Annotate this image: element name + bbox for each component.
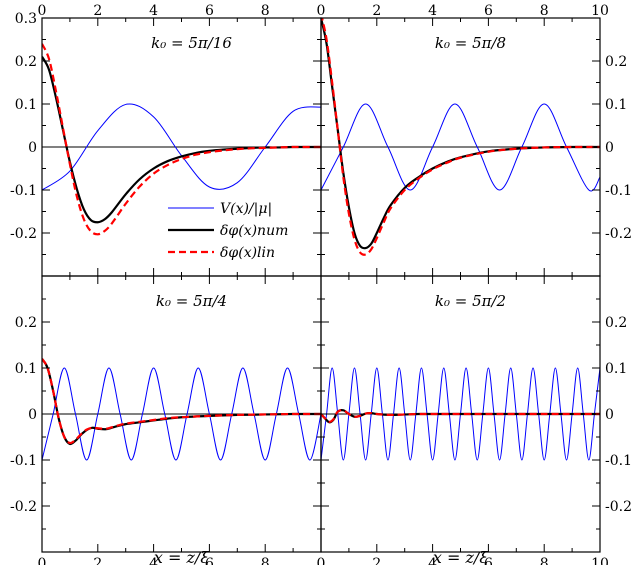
series-line-potential	[321, 103, 600, 192]
y-tick-label: 0.1	[605, 361, 627, 377]
series-line-linear	[42, 43, 321, 236]
x-tick-label: 8	[261, 556, 270, 565]
y-tick-label: 0	[605, 140, 614, 156]
y-tick-label: 0.1	[15, 361, 37, 377]
legend-label: δφ(x)lin	[220, 245, 275, 261]
x-tick-label: 6	[205, 556, 214, 565]
legend-label: δφ(x)num	[220, 223, 288, 239]
x-tick-label: 4	[428, 556, 437, 565]
y-tick-label: 0	[28, 140, 37, 156]
y-tick-label: -0.2	[605, 226, 632, 242]
y-tick-label: 0.2	[605, 54, 627, 70]
x-tick-label: 6	[484, 556, 493, 565]
x-tick-label: 0	[38, 556, 47, 565]
series-line-potential	[42, 367, 321, 461]
y-tick-label: -0.2	[10, 226, 37, 242]
x-tick-label: 2	[372, 3, 381, 19]
x-tick-label: 2	[93, 3, 102, 19]
y-tick-label: 0.2	[15, 54, 37, 70]
x-tick-label: 4	[428, 3, 437, 19]
series-line-numeric	[321, 18, 600, 250]
x-tick-label: 6	[205, 3, 214, 19]
x-tick-label: 0	[317, 556, 326, 565]
y-tick-label: -0.1	[10, 183, 37, 199]
y-tick-label: 0.2	[15, 315, 37, 331]
y-tick-label: -0.1	[605, 183, 632, 199]
panel-title: k₀ = 5π/8	[435, 34, 506, 52]
x-tick-label: 6	[484, 3, 493, 19]
x-tick-label: 2	[93, 556, 102, 565]
x-tick-label: 8	[540, 3, 549, 19]
x-tick-label: 10	[591, 3, 609, 19]
series-line-linear	[42, 358, 321, 445]
panel-title: k₀ = 5π/16	[151, 34, 232, 52]
x-tick-label: 2	[372, 556, 381, 565]
x-axis-labels: x = z/ξ x = z/ξ	[154, 548, 489, 565]
x-axis-label: x = z/ξ	[433, 548, 489, 565]
y-tick-label: 0	[28, 407, 37, 423]
x-tick-label: 0	[38, 3, 47, 19]
legend: V(x)/|μ| δφ(x)num δφ(x)lin	[168, 201, 288, 261]
y-tick-label: -0.2	[10, 499, 37, 515]
y-tick-label: 0.3	[15, 11, 37, 27]
panel-bottom-left: 0.2 0.1 0 -0.1 -0.2 0 2 4 6 8 k₀ = 5π/4	[10, 275, 322, 565]
series-line-linear	[321, 18, 600, 256]
panel-bottom-right: 0.2 0.1 0 -0.1 -0.2 0 2 4 6 8 10 k₀ = 5π/2	[317, 275, 632, 565]
legend-label: V(x)/|μ|	[220, 201, 272, 217]
y-tick-label: -0.2	[605, 499, 632, 515]
y-tick-label: -0.1	[10, 453, 37, 469]
y-tick-label: 0	[605, 407, 614, 423]
x-tick-label: 10	[591, 556, 609, 565]
series-line-linear	[321, 409, 600, 423]
x-tick-label: 4	[149, 556, 158, 565]
y-tick-label: -0.1	[605, 453, 632, 469]
panels: 0.30.20.10-0.1-0.20 2 4 6 8k₀ = 5π/160.20.10…	[10, 3, 632, 565]
x-axis-label: x = z/ξ	[154, 548, 210, 565]
y-tick-label: 0.1	[605, 97, 627, 113]
panel-title: k₀ = 5π/4	[156, 292, 227, 310]
x-tick-label: 4	[149, 3, 158, 19]
panel-top-right: 0.2 0.1 0 -0.1 -0.2 0 2 4 6 8 10 k₀ = 5π/8	[317, 3, 632, 277]
series-line-numeric	[42, 56, 321, 224]
x-tick-label: 8	[261, 3, 270, 19]
x-tick-label: 0	[317, 3, 326, 19]
y-tick-label: 0.2	[605, 315, 627, 331]
x-tick-label: 8	[540, 556, 549, 565]
panel-title: k₀ = 5π/2	[435, 292, 506, 310]
y-tick-label: 0.1	[15, 97, 37, 113]
